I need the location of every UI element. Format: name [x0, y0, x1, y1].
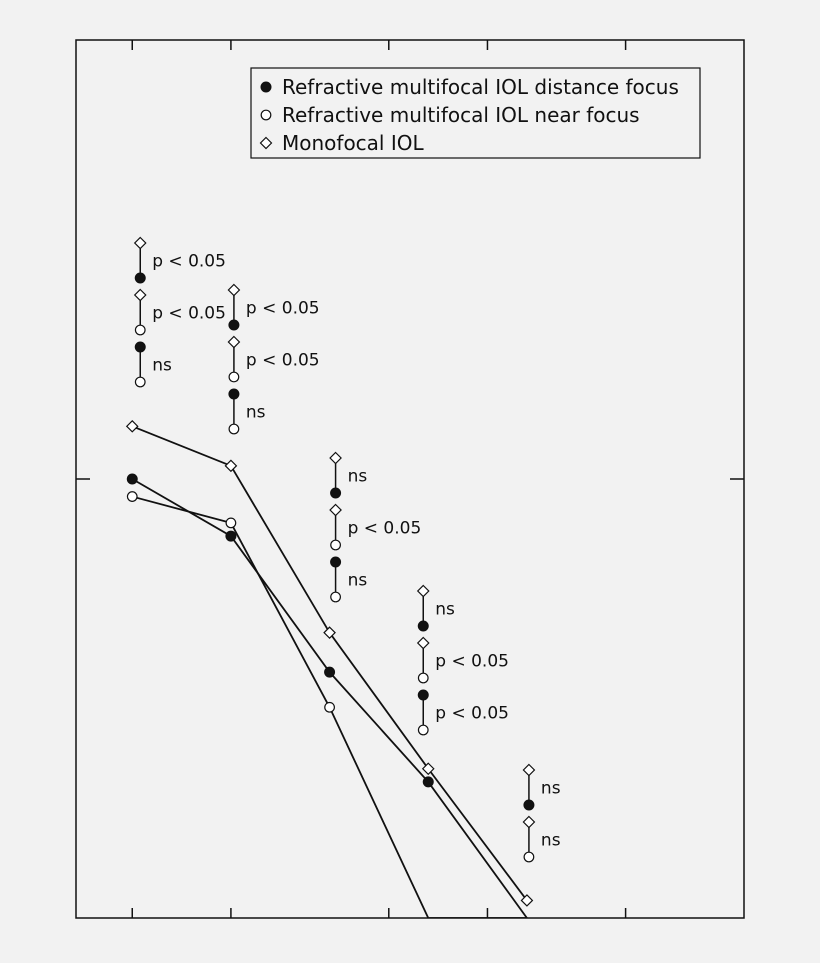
- significance-marker-bottom: [523, 799, 535, 811]
- significance-marker-bottom: [417, 672, 429, 684]
- legend-label-3: Monofocal IOL: [282, 131, 424, 155]
- series-1-point: [422, 776, 434, 788]
- significance-marker-top: [228, 388, 240, 400]
- legend-marker-2: [260, 109, 272, 121]
- series-1-point: [225, 530, 237, 542]
- significance-marker-top: [134, 341, 146, 353]
- series-3-point: [125, 419, 139, 433]
- significance-label: p < 0.05: [348, 519, 422, 539]
- series-3-point: [323, 626, 336, 639]
- significance-marker-top: [227, 283, 241, 297]
- series-line-1: [131, 478, 528, 918]
- series-1-point: [324, 666, 336, 678]
- series-2-point: [126, 491, 138, 502]
- significance-marker-bottom: [417, 724, 429, 736]
- significance-label: p < 0.05: [246, 351, 320, 371]
- significance-marker-top: [227, 335, 241, 349]
- significance-label: ns: [541, 831, 561, 851]
- significance-label: ns: [541, 779, 561, 799]
- significance-marker-top: [522, 763, 536, 777]
- legend-label-1: Refractive multifocal IOL distance focus: [282, 75, 679, 99]
- significance-label: p < 0.05: [435, 652, 509, 672]
- significance-marker-bottom: [228, 423, 240, 435]
- significance-marker-top: [330, 556, 342, 568]
- significance-label: ns: [246, 403, 266, 423]
- significance-marker-bottom: [228, 371, 240, 383]
- significance-label: p < 0.05: [435, 704, 509, 724]
- legend: Refractive multifocal IOL distance focus…: [250, 67, 701, 159]
- significance-label: p < 0.05: [246, 299, 320, 319]
- significance-marker-top: [416, 584, 430, 598]
- legend-label-2: Refractive multifocal IOL near focus: [282, 103, 640, 127]
- significance-label: ns: [348, 467, 368, 487]
- legend-marker-3: [259, 136, 273, 150]
- legend-box: [250, 67, 701, 159]
- significance-marker-bottom: [330, 539, 341, 551]
- significance-marker-bottom: [134, 272, 146, 284]
- significance-marker-top: [522, 815, 536, 829]
- axis-ticks: [76, 40, 744, 918]
- series-3-point: [224, 459, 238, 473]
- series-1-point: [126, 473, 138, 485]
- significance-marker-top: [133, 288, 147, 302]
- significance-annotations: p < 0.05 p < 0.05 ns p < 0.05 p < 0.05 ns ns p …: [133, 236, 561, 863]
- significance-marker-top: [417, 689, 429, 701]
- significance-marker-top: [329, 451, 342, 465]
- significance-label: ns: [348, 571, 368, 591]
- series-2-point: [324, 701, 335, 713]
- significance-marker-bottom: [330, 591, 341, 603]
- significance-label: p < 0.05: [152, 304, 226, 324]
- significance-label: ns: [152, 356, 172, 376]
- significance-marker-top: [329, 503, 342, 517]
- significance-marker-top: [416, 636, 430, 650]
- plot-frame: [75, 39, 745, 919]
- series-3-point: [520, 894, 534, 907]
- significance-marker-top: [133, 236, 147, 250]
- series-2-point: [225, 517, 237, 529]
- series-markers: [125, 419, 534, 907]
- significance-label: p < 0.05: [152, 252, 226, 272]
- significance-label: ns: [435, 600, 455, 620]
- significance-marker-bottom: [523, 851, 535, 863]
- series-3-point: [421, 762, 435, 776]
- significance-marker-bottom: [134, 376, 146, 388]
- significance-marker-bottom: [228, 319, 240, 331]
- significance-marker-bottom: [330, 487, 342, 499]
- legend-marker-1: [260, 81, 272, 93]
- significance-marker-bottom: [134, 324, 146, 336]
- significance-marker-bottom: [417, 620, 429, 632]
